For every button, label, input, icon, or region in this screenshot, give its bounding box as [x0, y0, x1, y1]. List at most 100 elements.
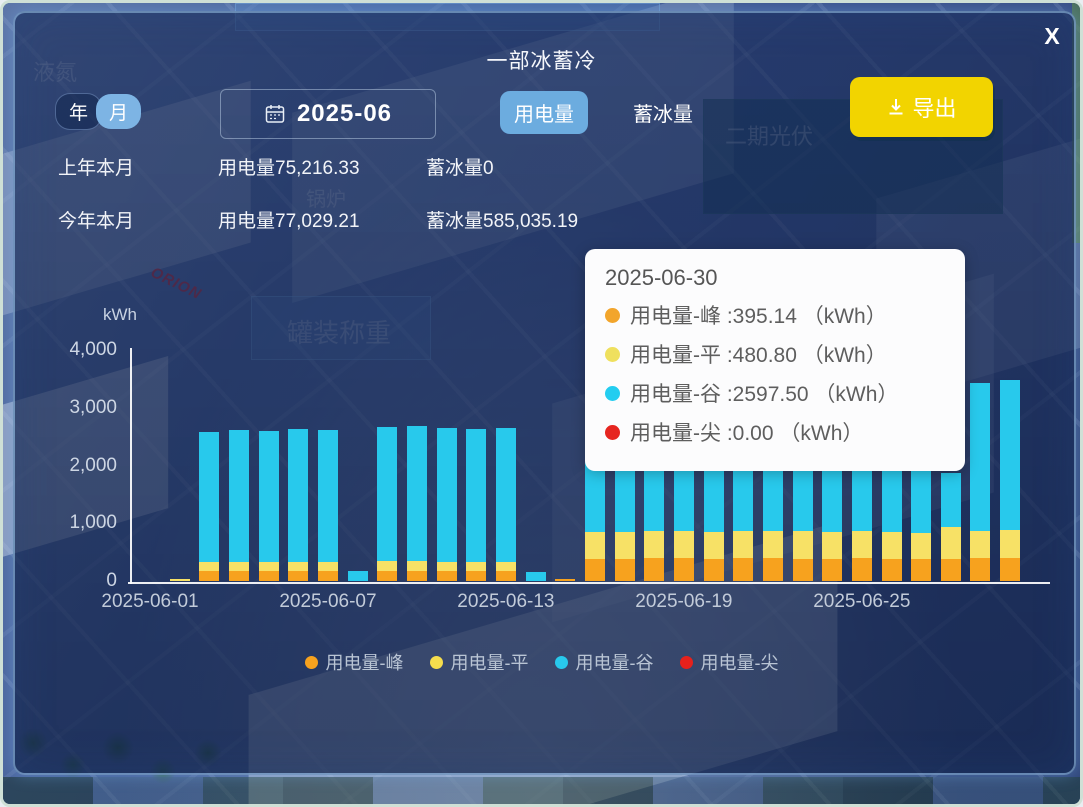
month-toggle-button[interactable]: 月 — [96, 94, 142, 129]
bar-2025-06-07[interactable] — [317, 429, 338, 581]
bar-2025-06-10[interactable] — [406, 425, 427, 581]
legend-label: 用电量-平 — [450, 653, 529, 673]
tooltip-row: 用电量-尖 :0.00 （kWh） — [605, 417, 945, 447]
bar-segment-用电量-峰 — [555, 578, 576, 581]
download-icon — [889, 99, 903, 115]
bar-segment-用电量-谷 — [940, 472, 961, 527]
bar-segment-用电量-平 — [317, 561, 338, 571]
tooltip-series-dot — [605, 424, 620, 440]
chart-legend: 用电量-峰 用电量-平 用电量-谷 用电量-尖 — [3, 649, 1080, 675]
tooltip-series-dot — [605, 307, 620, 323]
tab-electricity[interactable]: 用电量 — [500, 91, 588, 134]
bar-segment-用电量-峰 — [495, 570, 516, 581]
bar-segment-用电量-平 — [792, 531, 813, 559]
legend-item-用电量-平[interactable]: 用电量-平 — [429, 649, 529, 675]
bar-segment-用电量-平 — [436, 561, 457, 571]
date-picker[interactable]: 2025-06 — [220, 89, 436, 139]
legend-label: 用电量-峰 — [325, 653, 404, 673]
tooltip-row: 用电量-峰 :395.14 （kWh） — [605, 300, 945, 330]
bar-2025-06-06[interactable] — [288, 429, 309, 581]
bar-segment-用电量-峰 — [199, 571, 220, 581]
bar-segment-用电量-平 — [614, 532, 635, 559]
bar-2025-06-05[interactable] — [258, 430, 279, 581]
bar-2025-06-13[interactable] — [495, 427, 516, 581]
legend-item-用电量-谷[interactable]: 用电量-谷 — [554, 649, 654, 675]
bar-segment-用电量-峰 — [258, 571, 279, 581]
bar-segment-用电量-峰 — [466, 571, 487, 581]
bar-segment-用电量-谷 — [288, 429, 309, 562]
bar-segment-用电量-平 — [495, 561, 516, 571]
legend-dot — [304, 655, 318, 669]
legend-item-用电量-峰[interactable]: 用电量-峰 — [304, 649, 404, 675]
bar-2025-06-12[interactable] — [466, 428, 487, 581]
stat-row2-electricity: 用电量77,029.21 — [218, 211, 360, 232]
bar-segment-用电量-平 — [940, 526, 961, 560]
bar-2025-06-04[interactable] — [228, 430, 249, 581]
bar-segment-用电量-平 — [644, 531, 665, 559]
x-axis-labels: 2025-06-01 2025-06-07 2025-06-13 2025-06-19… — [101, 591, 1061, 615]
close-icon[interactable]: X — [1044, 23, 1060, 49]
bottom-map-strip — [3, 777, 1080, 804]
bar-2025-06-14[interactable] — [525, 571, 546, 581]
bar-segment-用电量-峰 — [673, 558, 694, 581]
bar-segment-用电量-峰 — [911, 558, 932, 581]
year-toggle-button[interactable]: 年 — [55, 93, 103, 130]
stacked-bar-plot — [131, 350, 1061, 582]
bar-segment-用电量-峰 — [1000, 558, 1021, 581]
bar-2025-06-09[interactable] — [377, 426, 398, 581]
bar-segment-用电量-平 — [822, 531, 843, 559]
bar-segment-用电量-峰 — [644, 558, 665, 581]
legend-dot — [679, 655, 693, 669]
bar-2025-06-29[interactable] — [970, 382, 991, 581]
date-picker-value: 2025-06 — [296, 100, 393, 127]
bar-segment-用电量-峰 — [703, 558, 724, 581]
bar-segment-用电量-谷 — [436, 428, 457, 562]
bar-2025-06-11[interactable] — [436, 428, 457, 581]
bar-2025-06-08[interactable] — [347, 571, 368, 581]
bar-2025-06-30[interactable] — [1000, 380, 1021, 581]
x-tick-label: 2025-06-01 — [101, 591, 199, 612]
tooltip-series-dot — [605, 346, 620, 362]
bar-segment-用电量-平 — [703, 531, 724, 559]
stat-row1-electricity: 用电量75,216.33 — [218, 158, 360, 179]
bar-segment-用电量-峰 — [377, 570, 398, 581]
tab-ice-storage[interactable]: 蓄冰量 — [633, 104, 693, 126]
bar-segment-用电量-平 — [199, 562, 220, 572]
bar-2025-06-15[interactable] — [555, 578, 576, 581]
bar-2025-06-03[interactable] — [199, 431, 220, 581]
bar-segment-用电量-峰 — [288, 571, 309, 581]
y-tick-label: 0 — [106, 570, 117, 591]
bar-segment-用电量-峰 — [851, 558, 872, 581]
bar-segment-用电量-平 — [881, 532, 902, 559]
bar-segment-用电量-谷 — [228, 430, 249, 562]
stat-row1-label: 上年本月 — [58, 158, 135, 179]
export-button[interactable]: 导出 — [850, 77, 993, 137]
export-label: 导出 — [912, 96, 957, 121]
y-tick-label: 4,000 — [69, 339, 117, 360]
bar-2025-06-02[interactable] — [169, 579, 190, 581]
bar-segment-用电量-谷 — [199, 431, 220, 563]
bar-segment-用电量-平 — [258, 561, 279, 572]
legend-label: 用电量-尖 — [700, 653, 779, 673]
y-axis-unit-label: kWh — [103, 305, 137, 324]
bar-segment-用电量-谷 — [466, 428, 487, 562]
bar-segment-用电量-谷 — [317, 429, 338, 562]
bar-segment-用电量-平 — [851, 531, 872, 559]
x-tick-label: 2025-06-25 — [813, 591, 911, 612]
period-toggle: 年 月 — [55, 93, 142, 130]
bar-segment-用电量-平 — [911, 532, 932, 559]
bar-segment-用电量-峰 — [970, 558, 991, 581]
tooltip-date: 2025-06-30 — [605, 265, 718, 290]
bar-segment-用电量-谷 — [525, 571, 546, 581]
legend-item-用电量-尖[interactable]: 用电量-尖 — [679, 649, 779, 675]
bar-segment-用电量-谷 — [1000, 380, 1021, 531]
greenery-strip — [1072, 3, 1080, 243]
bar-2025-06-28[interactable] — [940, 472, 961, 581]
bar-segment-用电量-峰 — [436, 570, 457, 581]
x-tick-label: 2025-06-13 — [457, 591, 555, 612]
bar-segment-用电量-平 — [466, 561, 487, 572]
bar-segment-用电量-峰 — [614, 558, 635, 581]
tooltip-series-value: 用电量-尖 :0.00 （kWh） — [630, 422, 864, 445]
tooltip-row: 用电量-谷 :2597.50 （kWh） — [605, 378, 945, 408]
bar-segment-用电量-峰 — [733, 558, 754, 581]
